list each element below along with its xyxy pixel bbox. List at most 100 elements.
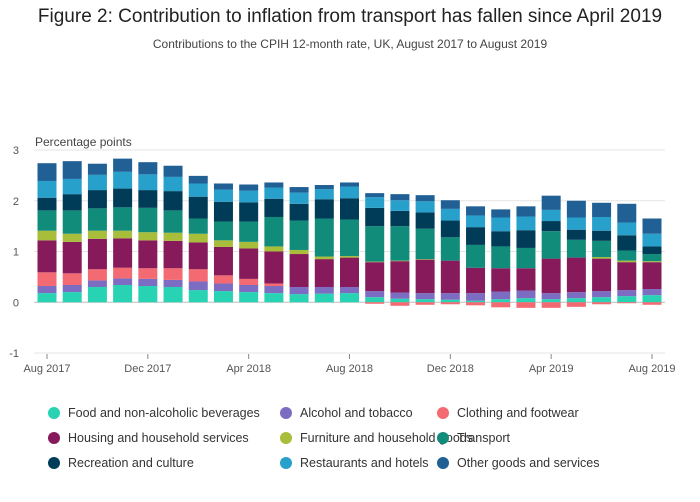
bar-segment: [466, 302, 486, 306]
bar-segment: [213, 221, 233, 241]
bar-segment: [138, 174, 158, 191]
bar-segment: [491, 217, 511, 232]
bar-segment: [62, 161, 82, 179]
x-tick-label: Aug 2017: [23, 363, 70, 375]
bar-segment: [592, 230, 612, 241]
y-axis-label: Percentage points: [35, 135, 132, 149]
bar-segment: [289, 254, 309, 288]
bar-segment: [264, 182, 284, 188]
bar-segment: [365, 291, 385, 298]
bar-segment: [213, 183, 233, 190]
bar-segment: [541, 299, 561, 303]
bar-segment: [314, 293, 334, 303]
bar-segment: [239, 221, 259, 242]
bar-segment: [617, 296, 637, 303]
bar-segment: [37, 286, 57, 294]
legend-label: Restaurants and hotels: [300, 456, 429, 470]
bar-segment: [415, 212, 435, 229]
bar-segment: [188, 242, 208, 270]
bar-segment: [491, 209, 511, 218]
bar-segment: [491, 231, 511, 247]
bar-segment: [415, 293, 435, 300]
x-tick-label: Aug 2019: [628, 363, 675, 375]
bar-segment: [62, 273, 82, 285]
bar-segment: [516, 298, 536, 303]
bar-segment: [340, 186, 359, 199]
bar-segment: [541, 302, 561, 308]
legend-label: Food and non-alcoholic beverages: [68, 406, 260, 420]
chart-subtitle: Contributions to the CPIH 12-month rate,…: [152, 37, 548, 51]
bar-segment: [163, 287, 183, 303]
bar-segment: [314, 185, 334, 190]
bar-segment: [87, 163, 107, 175]
bar-segment: [340, 198, 359, 220]
bar-segment: [37, 210, 57, 231]
bar-segment: [62, 292, 82, 303]
bar-segment: [314, 189, 334, 200]
bar-segment: [642, 254, 662, 262]
bar-segment: [138, 232, 158, 241]
bar-segment: [516, 247, 536, 269]
bar-segment: [163, 165, 183, 177]
bar-segment: [466, 300, 486, 303]
bar-segment: [113, 284, 133, 303]
bar-segment: [365, 302, 385, 304]
bar-segment: [516, 216, 536, 231]
bar-segment: [188, 269, 208, 282]
stacked-bar-chart: Percentage points -1 0 1 2 3 Aug 2017 Dec 2017 A…: [9, 135, 675, 375]
bar-segment: [163, 176, 183, 192]
bar-segment: [239, 202, 259, 222]
bar-segment: [642, 262, 662, 290]
bar-segment: [188, 196, 208, 219]
bar-segment: [415, 259, 435, 294]
bar-segment: [37, 230, 57, 241]
bar-segment: [440, 293, 460, 300]
bar-segment: [264, 283, 284, 287]
bar-segment: [466, 244, 486, 268]
bar-segment: [239, 284, 259, 293]
bar-segment: [239, 184, 259, 191]
bar-segment: [340, 256, 359, 258]
bar-segment: [314, 287, 334, 294]
bar-segment: [239, 241, 259, 249]
bar-segment: [566, 239, 586, 258]
bar-segment: [37, 163, 57, 181]
legend-swatch: [48, 457, 60, 469]
bar-segment: [113, 158, 133, 172]
bar-segment: [566, 298, 586, 303]
bar-segment: [289, 192, 309, 204]
bar-segment: [62, 284, 82, 293]
bar-segment: [365, 262, 385, 292]
bar-segment: [264, 198, 284, 217]
bar-segment: [264, 187, 284, 199]
bar-segment: [138, 207, 158, 233]
bar-segment: [592, 297, 612, 303]
bar-segment: [264, 293, 284, 303]
bar-segment: [87, 269, 107, 281]
bar-segment: [566, 257, 586, 293]
bar-segment: [62, 210, 82, 234]
legend-item: Clothing and footwear: [437, 406, 579, 420]
bar-segment: [541, 231, 561, 259]
bar-segment: [491, 291, 511, 300]
bar-segment: [37, 197, 57, 211]
bar-segment: [87, 287, 107, 303]
bar-segment: [138, 190, 158, 208]
bar-segment: [113, 267, 133, 279]
bar-segment: [440, 260, 460, 294]
bar-segment: [87, 208, 107, 231]
bar-segment: [213, 275, 233, 284]
bar-segment: [415, 195, 435, 202]
bar-segment: [213, 189, 233, 202]
bar-segment: [314, 199, 334, 219]
chart-title: Figure 2: Contribution to inflation from…: [37, 6, 663, 27]
legend-item: Food and non-alcoholic beverages: [48, 406, 260, 420]
bar-segment: [642, 233, 662, 247]
bar-segment: [188, 290, 208, 303]
bar-segment: [617, 250, 637, 261]
bar-segment: [566, 302, 586, 307]
bar-segment: [314, 218, 334, 257]
bar-segment: [289, 294, 309, 303]
bar-segment: [516, 302, 536, 308]
bar-segment: [390, 226, 410, 261]
